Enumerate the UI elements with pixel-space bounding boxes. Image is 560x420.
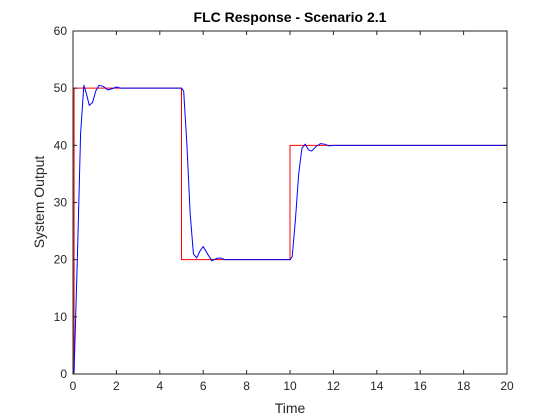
- response-line: [72, 84, 508, 375]
- y-tick-label: 20: [54, 253, 68, 267]
- y-tick-label: 0: [60, 367, 67, 381]
- reference-line: [72, 87, 508, 375]
- y-tick-label: 60: [54, 24, 68, 38]
- series-layer: [72, 84, 508, 375]
- x-tick-label: 6: [200, 379, 207, 393]
- x-tick-label: 20: [500, 379, 514, 393]
- y-axis-label: System Output: [31, 156, 47, 249]
- y-tick-label: 40: [54, 138, 68, 152]
- x-tick-label: 12: [327, 379, 341, 393]
- tick-layer: 0 2 4 6 8 10 12 14 16 18 20 0 10 20 30 40 50 60: [54, 24, 514, 393]
- x-tick-label: 4: [156, 379, 163, 393]
- x-tick-label: 16: [414, 379, 428, 393]
- x-tick-label: 2: [113, 379, 120, 393]
- x-tick-label: 10: [283, 379, 297, 393]
- x-tick-label: 18: [457, 379, 471, 393]
- x-tick-label: 14: [370, 379, 384, 393]
- y-tick-label: 50: [54, 81, 68, 95]
- y-tick-label: 30: [54, 196, 68, 210]
- x-tick-label: 8: [243, 379, 250, 393]
- chart-title: FLC Response - Scenario 2.1: [194, 9, 387, 25]
- x-tick-label: 0: [70, 379, 77, 393]
- y-tick-label: 10: [54, 310, 68, 324]
- x-axis-label: Time: [275, 400, 306, 416]
